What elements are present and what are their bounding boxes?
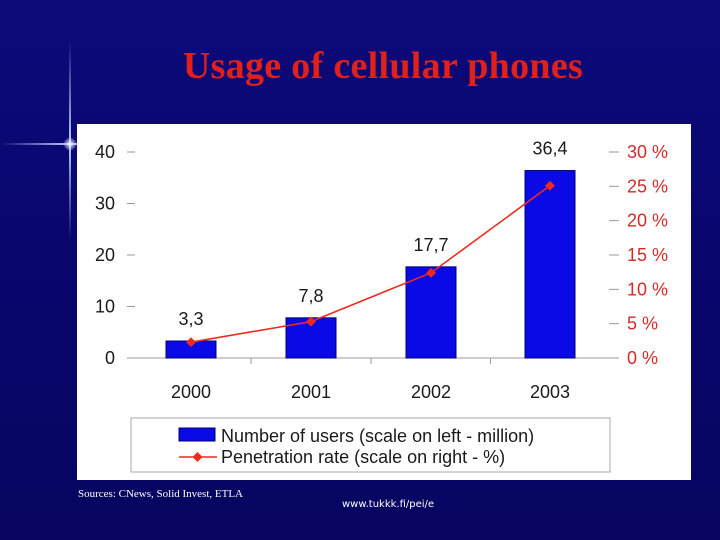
penetration-marker: [545, 180, 555, 191]
category-label: 2003: [530, 382, 570, 402]
right-axis-tick-label: 5 %: [627, 314, 658, 334]
category-label: 2001: [291, 382, 331, 402]
right-axis-tick-label: 15 %: [627, 245, 668, 265]
legend-box: [130, 417, 611, 473]
slide-title: Usage of cellular phones: [182, 45, 584, 87]
bar-value-label: 36,4: [532, 139, 567, 159]
right-axis-tick-label: 25 %: [627, 176, 668, 196]
right-axis-tick-label: 0 %: [627, 348, 658, 368]
left-axis-tick-label: 10: [95, 297, 115, 317]
penetration-marker: [186, 337, 196, 348]
bar: [405, 266, 457, 359]
bar: [524, 170, 576, 359]
bar-value-label: 7,8: [298, 286, 323, 306]
penetration-line: [190, 185, 551, 343]
category-label: 2002: [411, 382, 451, 402]
footer-url: www.tukkk.fi/pei/e: [342, 499, 435, 510]
right-axis-tick-label: 30 %: [627, 142, 668, 162]
penetration-marker: [306, 316, 316, 327]
right-axis-tick-label: 10 %: [627, 279, 668, 299]
left-axis-tick-label: 0: [105, 348, 115, 368]
left-axis-tick-label: 30: [95, 194, 115, 214]
chart-panel: 0 10 20 30 40 0 % 5 % 10 % 15 % 20 % 25 % 30 % 3,3 7,…: [77, 124, 691, 480]
sparkle-star-icon: [64, 138, 76, 150]
legend-label-penetration: Penetration rate (scale on right - %): [221, 447, 505, 467]
sources-note: Sources: CNews, Solid Invest, ETLA: [78, 488, 243, 500]
bar-value-label: 17,7: [413, 235, 448, 255]
right-axis-tick-label: 20 %: [627, 211, 668, 231]
category-label: 2000: [171, 382, 211, 402]
legend-bar-swatch: [178, 427, 216, 442]
usage-chart: 0 10 20 30 40 0 % 5 % 10 % 15 % 20 % 25 % 30 % 3,3 7,…: [95, 139, 668, 473]
bar-value-label: 3,3: [178, 309, 203, 329]
left-axis-tick-label: 40: [95, 142, 115, 162]
legend-line-marker: [192, 452, 203, 462]
legend-label-users: Number of users (scale on left - million…: [221, 426, 534, 446]
left-axis-tick-label: 20: [95, 245, 115, 265]
